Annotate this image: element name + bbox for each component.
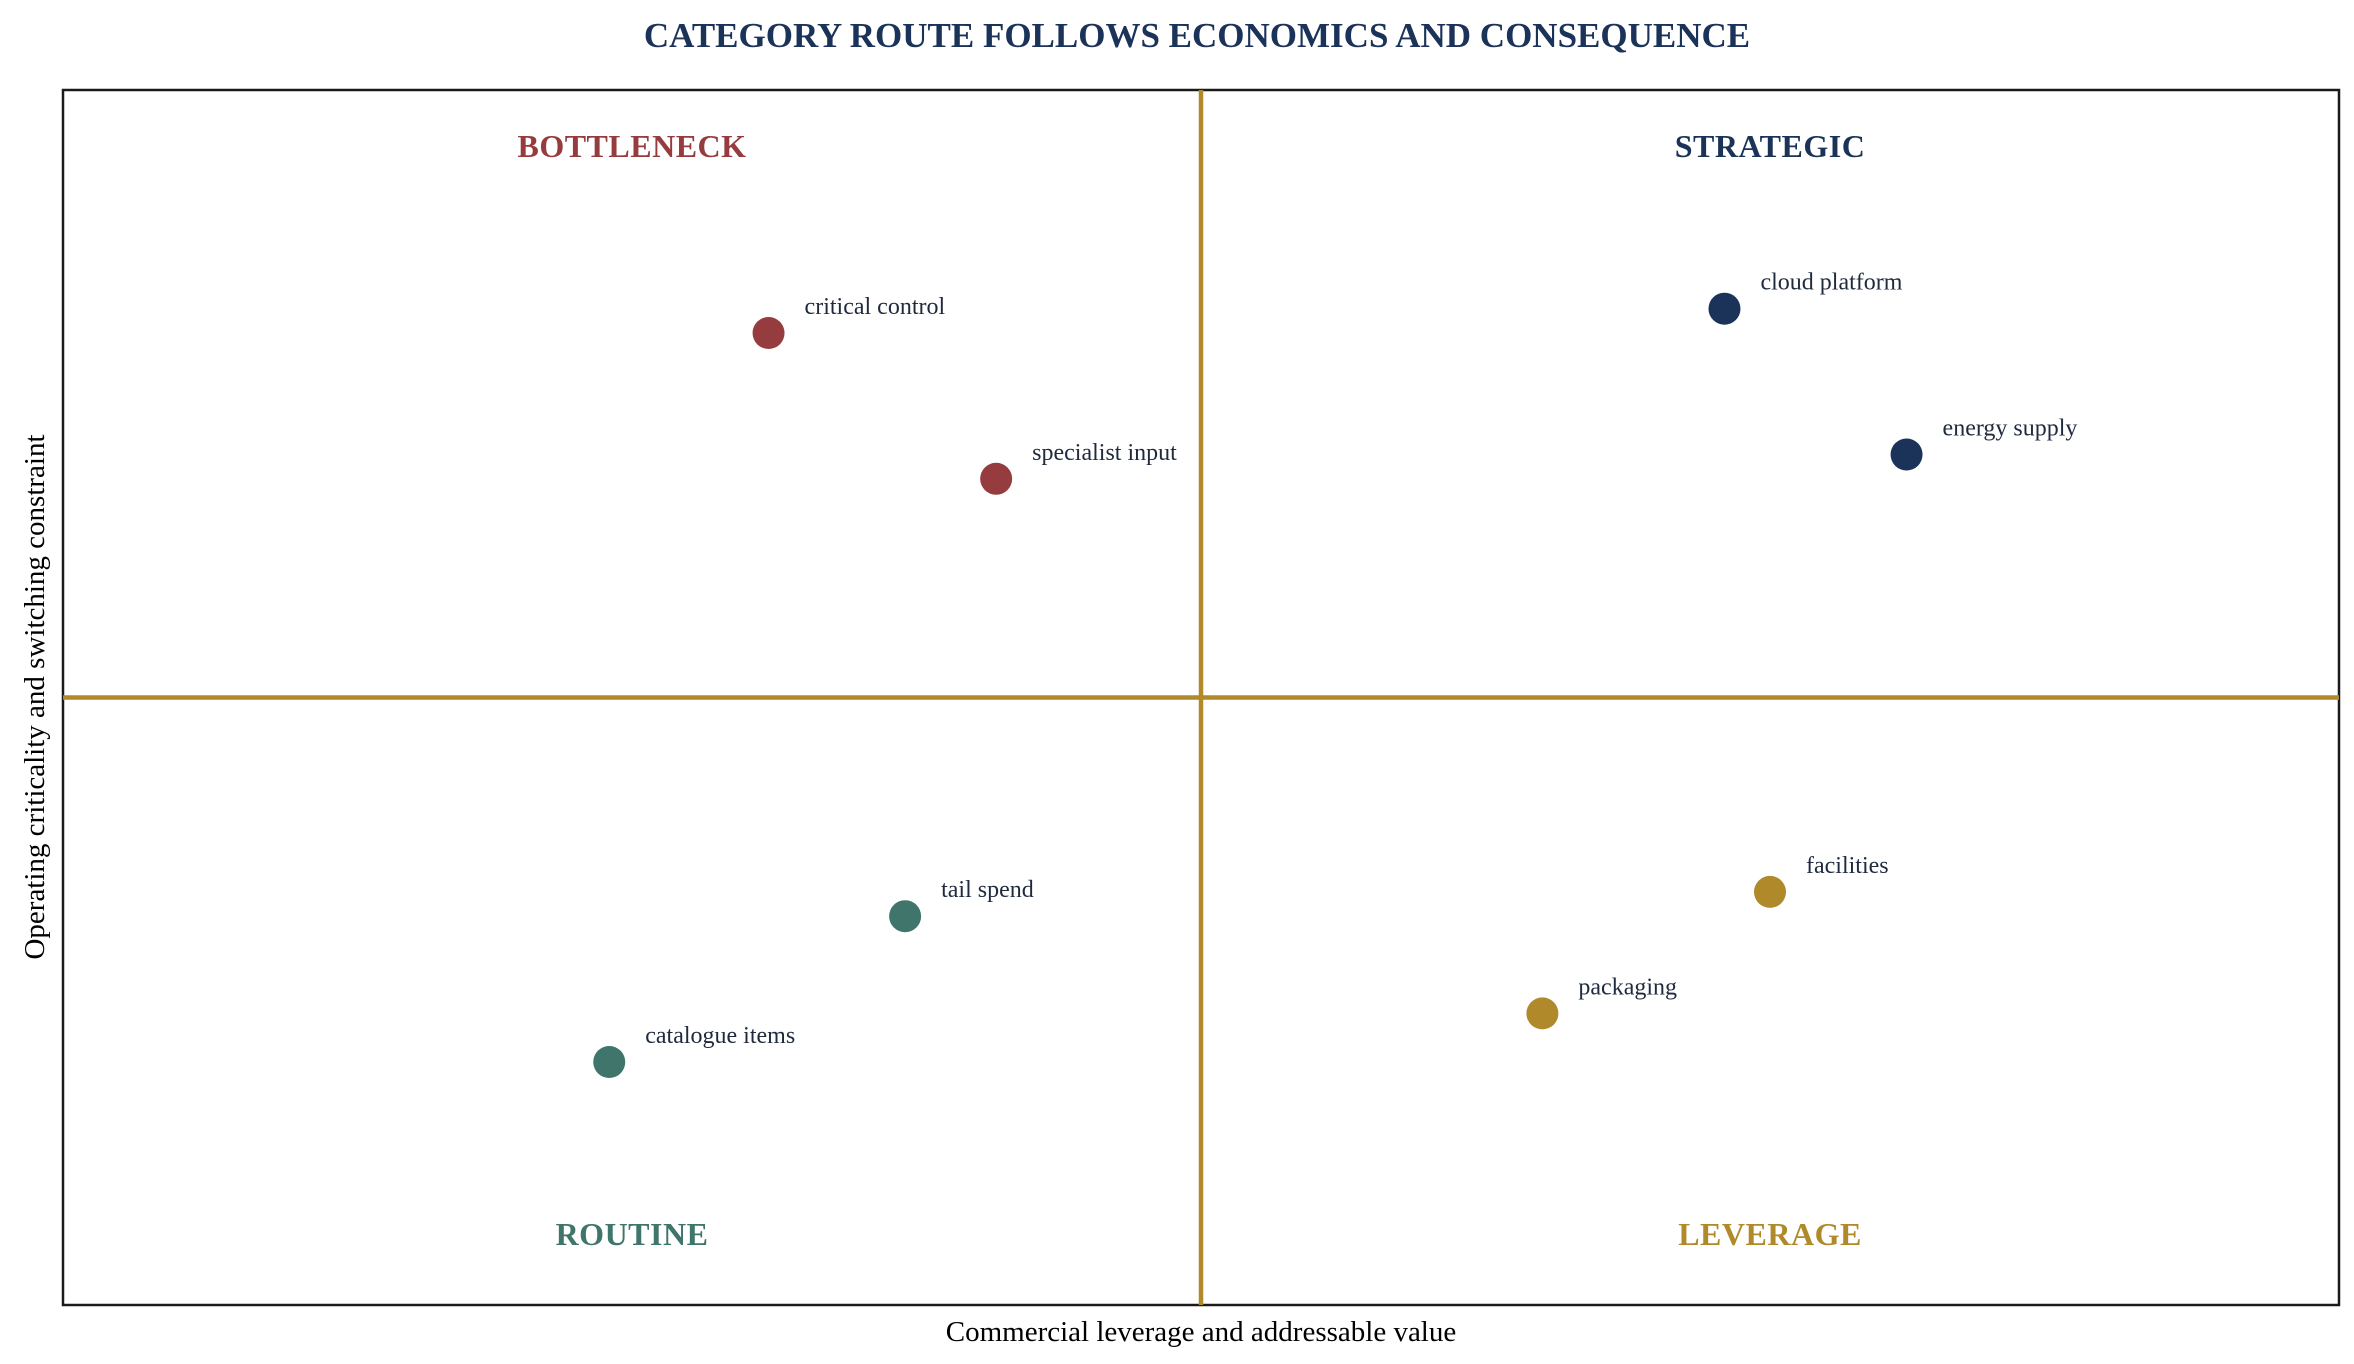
point-energy-supply [1890,438,1923,471]
point-packaging [1526,997,1559,1030]
point-label-energy-supply: energy supply [1943,416,2078,442]
quadrant-label-routine: ROUTINE [556,1216,709,1252]
quadrant-label-leverage: LEVERAGE [1678,1216,1862,1252]
point-label-tail-spend: tail spend [941,877,1034,903]
y-axis-label: Operating criticality and switching cons… [19,434,51,959]
point-label-specialist-input: specialist input [1032,440,1177,466]
point-specialist-input [980,462,1013,495]
x-axis-label: Commercial leverage and addressable valu… [946,1316,1457,1348]
quadrant-labels: BOTTLENECK STRATEGIC ROUTINE LEVERAGE [517,128,1866,1252]
data-points: critical control specialist input cloud pl… [593,270,2077,1078]
point-critical-control [752,317,785,349]
point-label-packaging: packaging [1578,974,1677,1000]
point-label-catalogue-items: catalogue items [645,1023,795,1049]
point-catalogue-items [593,1046,626,1078]
quadrant-label-strategic: STRATEGIC [1675,128,1866,164]
point-label-cloud-platform: cloud platform [1760,270,1902,296]
point-cloud-platform [1708,292,1741,325]
point-label-facilities: facilities [1806,853,1889,879]
point-label-critical-control: critical control [805,294,946,320]
point-facilities [1754,875,1786,908]
quadrant-label-bottleneck: BOTTLENECK [517,128,746,164]
chart-title: CATEGORY ROUTE FOLLOWS ECONOMICS AND CON… [644,16,1750,55]
point-tail-spend [889,900,922,933]
